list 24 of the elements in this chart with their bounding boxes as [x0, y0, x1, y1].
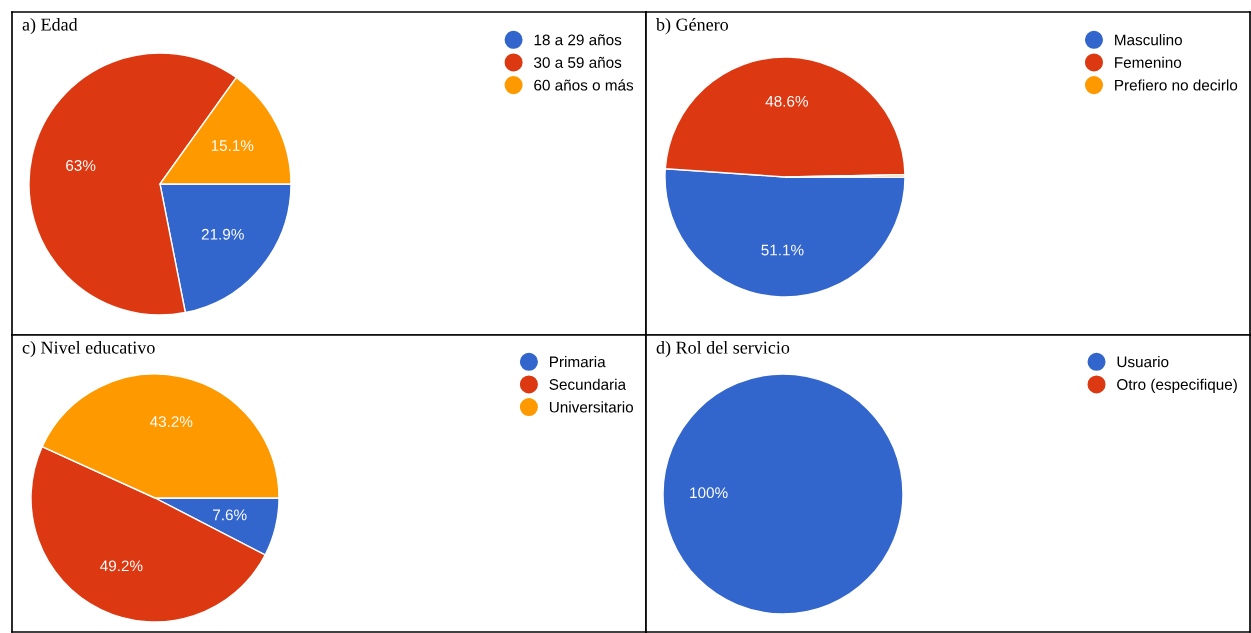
legend-label: 18 a 29 años — [534, 34, 622, 46]
legend-label: Masculino — [1115, 34, 1182, 46]
chart-title: a) Edad — [22, 18, 78, 35]
legend-label: Prefiero no decirlo — [1115, 79, 1238, 91]
data-label: 43.2% — [149, 416, 193, 427]
legend-label: Femenino — [1115, 56, 1182, 68]
data-label: 49.2% — [100, 560, 143, 572]
legend-label: Otro (especifique) — [1117, 378, 1237, 393]
data-label: 48.6% — [765, 95, 808, 107]
data-label: 63% — [66, 160, 96, 171]
chart-title: b) Género — [656, 18, 728, 35]
chart-title: d) Rol del servicio — [656, 341, 790, 358]
chart-title: c) Nivel educativo — [22, 341, 155, 358]
data-label: 15.1% — [211, 140, 254, 151]
legend-label: Usuario — [1117, 356, 1169, 368]
legend-label: 30 a 59 años — [534, 56, 622, 68]
legend-label: Secundaria — [549, 378, 627, 390]
data-label: 7.6% — [213, 509, 247, 521]
data-label: 100% — [690, 487, 728, 499]
legend-label: Universitario — [549, 401, 634, 413]
legend-label: Primaria — [550, 356, 606, 368]
legend-label: 60 años o más — [534, 79, 634, 91]
data-label: 21.9% — [201, 228, 244, 240]
data-label: 51.1% — [761, 244, 804, 256]
